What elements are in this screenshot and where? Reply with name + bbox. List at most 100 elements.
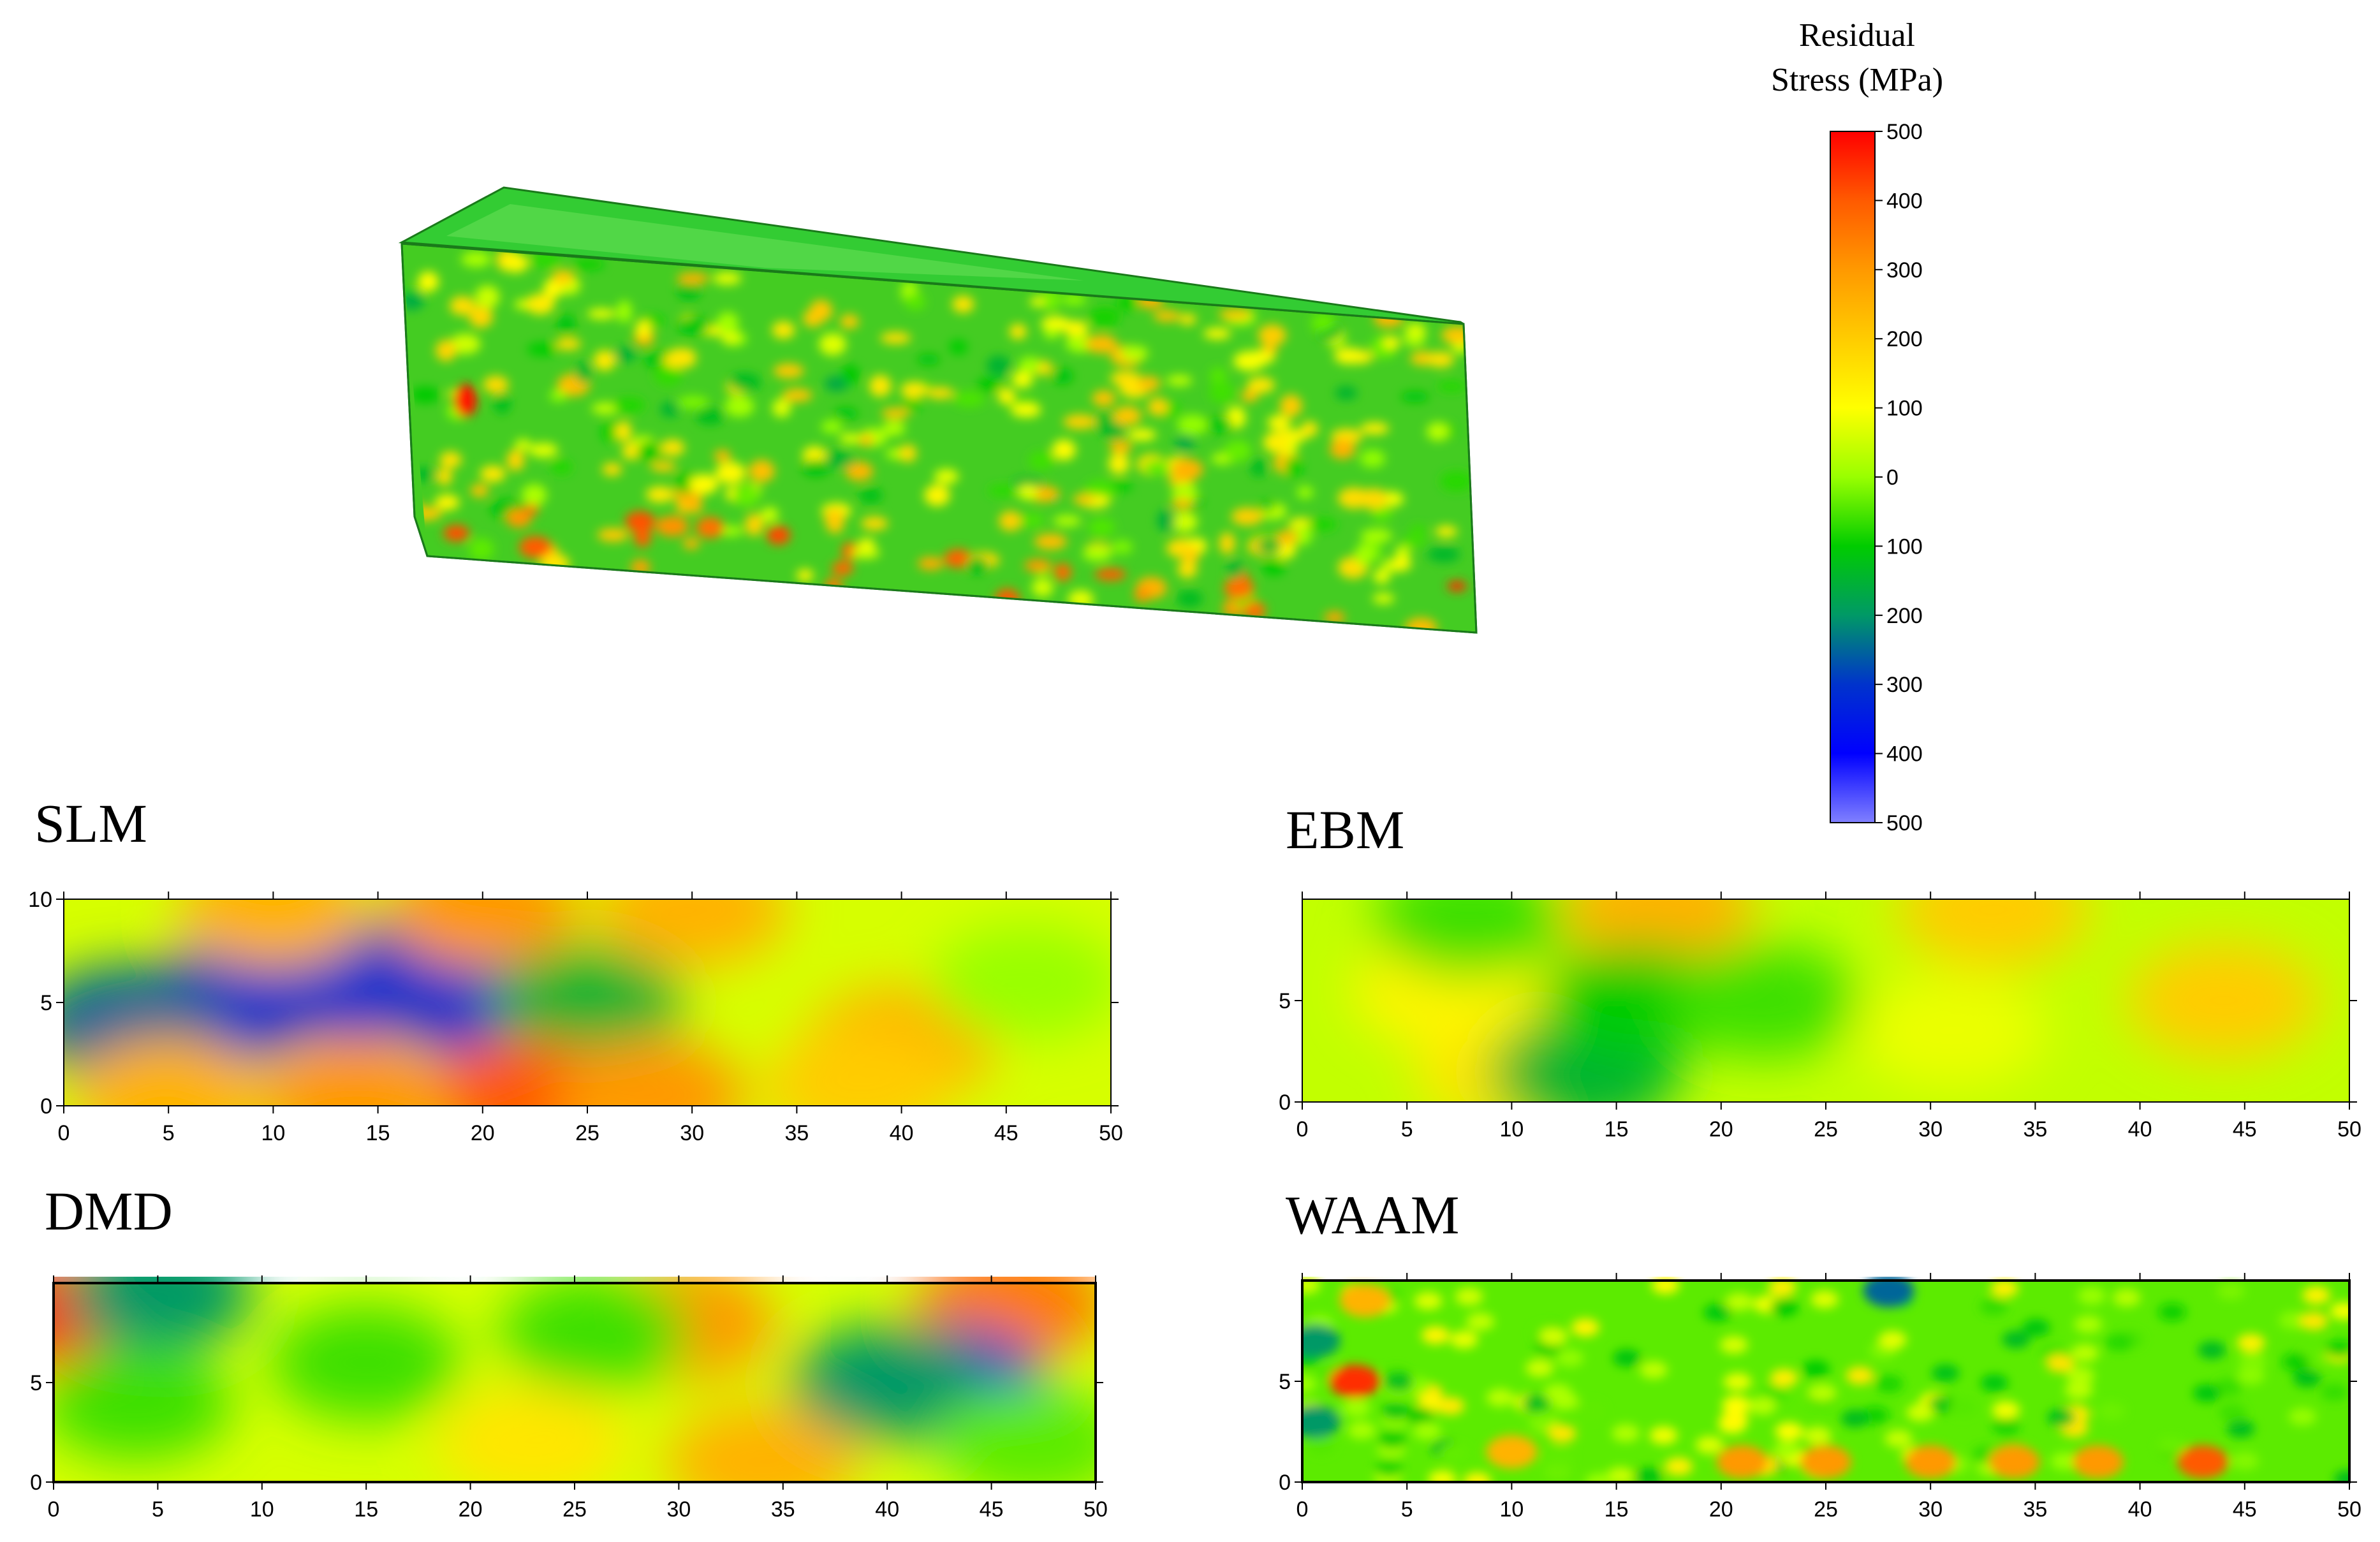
block-stress-spot [506, 508, 532, 528]
heatmap-hotspot [2127, 943, 2319, 1058]
colorbar-tick-label: 100 [1886, 534, 1923, 559]
block-stress-spot [1068, 590, 1094, 609]
block-stress-spot [677, 272, 710, 284]
block-stress-spot [976, 377, 1003, 392]
block-stress-spot [483, 376, 509, 394]
heatmap-texture-spot [1486, 1388, 1515, 1407]
block-stress-spot [469, 538, 494, 561]
colorbar: Residual Stress (MPa) 500 400 300 200 100 0 10… [1771, 17, 1943, 835]
block-stress-spot [625, 511, 656, 532]
block-stress-spot [1383, 335, 1400, 349]
heatmap-hotspot [596, 899, 788, 967]
heatmap-hotspot [1374, 899, 1566, 977]
block-stress-spot [1311, 312, 1335, 332]
colorbar-title-line2: Stress (MPa) [1771, 62, 1943, 98]
heatmap-hotspot [763, 1027, 955, 1106]
block-stress-spot [475, 285, 500, 309]
block-stress-spot [1435, 525, 1458, 538]
block-stress-spot [714, 450, 731, 462]
block-stress-spot [905, 293, 926, 311]
block-stress-spot [549, 390, 567, 402]
block-stress-spot [449, 296, 475, 316]
heatmap-texture-spot [1525, 1359, 1554, 1377]
heatmap-hotspot [261, 1038, 453, 1106]
heatmap-texture-spot [2046, 1355, 2075, 1373]
block-stress-spot [655, 516, 689, 537]
heatmap-texture-spot [1385, 1373, 1414, 1391]
block-stress-spot [1108, 453, 1129, 474]
x-tick-label: 20 [471, 1121, 495, 1145]
block-stress-spot [1360, 422, 1390, 435]
x-tick-label: 20 [459, 1497, 483, 1522]
x-tick-label: 10 [1499, 1497, 1524, 1522]
colorbar-tick-label: 200 [1886, 327, 1923, 351]
heatmap-texture-spot [1840, 1409, 1869, 1428]
heatmap-texture-spot [1927, 1395, 1955, 1414]
colorbar-tick-label: 300 [1886, 673, 1923, 697]
block-stress-spot [881, 408, 910, 419]
x-tick-label: 50 [2337, 1497, 2362, 1522]
heatmap-texture-spot [2325, 1340, 2349, 1358]
block-stress-spot [924, 484, 950, 506]
block-stress-spot [527, 342, 557, 356]
block-stress-spot [480, 465, 506, 483]
block-stress-spot [749, 460, 775, 483]
block-stress-spot [418, 271, 439, 292]
heatmap-texture-spot [1651, 1277, 1680, 1295]
block-stress-spot [1275, 530, 1299, 545]
block-stress-spot [593, 349, 616, 371]
x-tick-label: 35 [2023, 1497, 2047, 1522]
block-stress-spot [1209, 367, 1226, 385]
heatmap-texture-spot [1703, 1303, 1731, 1322]
block-stress-spot [819, 333, 847, 356]
heatmap-hotspot [499, 1277, 691, 1390]
block-stress-spot [501, 253, 529, 273]
block-stress-spot [1174, 435, 1195, 451]
block-stress-spot [1359, 488, 1388, 510]
block-stress-spot [613, 397, 645, 414]
block-stress-spot [411, 386, 440, 404]
block-stress-spot [635, 319, 652, 339]
heatmap-texture-spot [1463, 1472, 1492, 1482]
block-stress-spot [1330, 439, 1356, 459]
block-stress-spot [1297, 486, 1314, 499]
colorbar-tick-label: 0 [1886, 466, 1899, 490]
x-tick-label: 15 [366, 1121, 390, 1145]
heatmap-panel-slm: 0 5 10 15 20 25 30 35 40 45 50 0 5 10 [28, 888, 1123, 1145]
heatmap-hotspot [1716, 1445, 1768, 1479]
heatmap-texture-spot [2293, 1369, 2321, 1388]
heatmap-texture-spot [1421, 1326, 1450, 1344]
heatmap-texture-spot [2074, 1315, 2103, 1333]
heatmap-panel-waam: 0 5 10 15 20 25 30 35 40 45 50 0 5 [1279, 1273, 2362, 1522]
block-stress-spot [1157, 510, 1175, 532]
block-stress-spot [1111, 540, 1133, 555]
heatmap-texture-spot [2050, 1452, 2079, 1471]
heatmap-hotspot [1302, 1324, 1341, 1358]
block-stress-spot [518, 536, 552, 559]
x-tick-label: 45 [994, 1121, 1018, 1145]
block-stress-spot [951, 295, 974, 313]
block-stress-spot [716, 312, 739, 334]
heatmap-texture-spot [1548, 1425, 1576, 1443]
heatmap-texture-spot [1414, 1291, 1443, 1310]
block-stress-spot [801, 459, 830, 477]
heatmap-texture-spot [1378, 1430, 1407, 1449]
block-stress-spot [1258, 324, 1286, 346]
block-stress-spot [461, 251, 491, 267]
block-stress-spot [677, 280, 702, 300]
block-stress-spot [601, 422, 618, 443]
heatmap-texture-spot [1722, 1395, 1751, 1414]
x-tick-label: 25 [1814, 1497, 1838, 1522]
panel-title-dmd: DMD [45, 1180, 173, 1242]
block-stress-spot [949, 339, 968, 355]
heatmap-texture-spot [1931, 1364, 1960, 1383]
heatmap-hotspot [791, 1325, 983, 1440]
block-stress-spot [1335, 386, 1358, 400]
block-stress-spot [1208, 382, 1235, 403]
block-stress-spot [1044, 327, 1060, 339]
block-stress-spot [1437, 381, 1466, 392]
colorbar-title-line1: Residual [1799, 17, 1915, 54]
x-tick-label: 40 [890, 1121, 914, 1145]
x-tick-label: 35 [784, 1121, 809, 1145]
heatmap-texture-spot [1302, 1375, 1317, 1393]
